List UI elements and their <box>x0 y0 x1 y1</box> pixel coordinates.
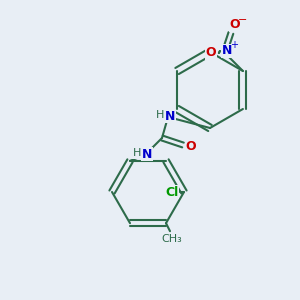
Text: Cl: Cl <box>165 185 178 199</box>
Text: O: O <box>206 46 216 59</box>
Text: H: H <box>156 110 164 120</box>
Text: N: N <box>142 148 152 160</box>
Text: O: O <box>186 140 196 154</box>
Text: N: N <box>222 44 232 58</box>
Text: CH₃: CH₃ <box>162 234 182 244</box>
Text: O: O <box>230 19 240 32</box>
Text: N: N <box>165 110 175 122</box>
Text: −: − <box>238 15 248 25</box>
Text: H: H <box>133 148 141 158</box>
Text: +: + <box>230 40 238 50</box>
